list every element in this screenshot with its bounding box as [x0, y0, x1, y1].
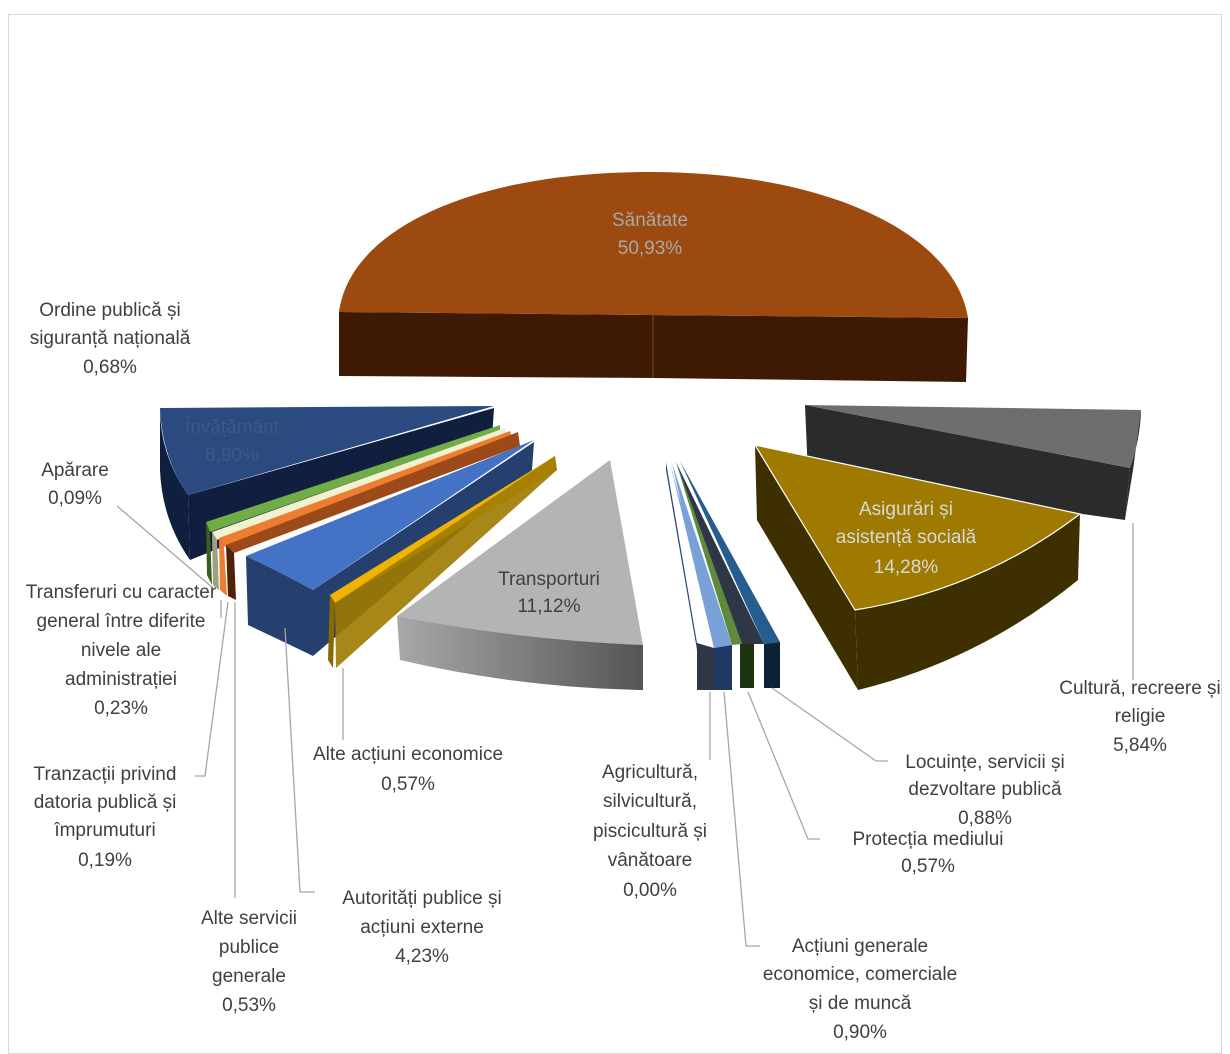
label-autoritati-line1: Autorități publice și: [342, 888, 501, 909]
label-transferuri-line3: nivele ale: [81, 640, 161, 661]
label-alteactiuni-value: 0,57%: [381, 774, 435, 795]
slice-autoritati-top: [246, 440, 534, 590]
slice-sanatate-top: [339, 172, 968, 318]
slice-band-tan[interactable]: [335, 456, 557, 668]
label-aparare-value: 0,09%: [48, 488, 102, 509]
label-alteservicii-line3: generale: [212, 966, 286, 987]
label-transferuri-line1: Transferuri cu caracter: [26, 582, 217, 603]
label-agricultura: Agricultură, silvicultură, piscicultură …: [593, 762, 707, 901]
label-cultura-line1: Cultură, recreere și: [1059, 678, 1221, 699]
label-alteactiuni-line1: Alte acțiuni economice: [313, 744, 503, 765]
label-agricultura-line1: Agricultură,: [602, 762, 698, 783]
label-tranzactii: Tranzacții privind datoria publică și îm…: [34, 764, 177, 871]
label-sanatate-name: Sănătate: [612, 210, 688, 231]
label-autoritati-line2: acțiuni externe: [360, 917, 484, 938]
leader-actiuni: [723, 691, 760, 947]
label-actiuni-line3: și de muncă: [809, 993, 912, 1014]
label-invatamant: Învățământ 8,90%: [184, 416, 280, 466]
label-sanatate: Sănătate 50,93%: [612, 210, 688, 259]
leader-aparare: [116, 505, 214, 589]
label-invatamant-value: 8,90%: [205, 445, 259, 466]
label-protectia: Protecția mediului 0,57%: [852, 829, 1003, 877]
slice-aparare[interactable]: [206, 425, 500, 585]
label-protectia-line1: Protecția mediului: [852, 829, 1003, 850]
label-transferuri-value: 0,23%: [94, 698, 148, 719]
slice-transporturi-wall: [397, 616, 643, 690]
label-transporturi: Transporturi 11,12%: [498, 569, 600, 617]
label-cultura: Cultură, recreere și religie 5,84%: [1059, 678, 1221, 756]
slice-cultura-side: [805, 405, 1130, 520]
slice-asigurari[interactable]: [753, 444, 1082, 690]
label-agricultura-line2: silvicultură,: [603, 791, 697, 812]
slice-cultura-top: [805, 405, 1141, 468]
label-transferuri-line2: general între diferite: [37, 611, 206, 632]
slice-invatamant-wall: [160, 408, 190, 560]
label-locuinte: Locuințe, servicii și dezvoltare publică…: [905, 752, 1064, 829]
label-asigurari-line2: asistență socială: [836, 527, 977, 548]
slice-transferuri[interactable]: [212, 428, 507, 590]
slice-tranzactii[interactable]: [219, 431, 512, 596]
slice-asigurari-top: [753, 444, 1082, 611]
slice-actiuni[interactable]: [672, 463, 732, 690]
label-ordine: Ordine publică și siguranță națională 0,…: [30, 300, 191, 378]
slice-locuinte[interactable]: [676, 461, 780, 688]
label-agricultura-value: 0,00%: [623, 880, 677, 901]
label-aparare: Apărare 0,09%: [41, 460, 109, 509]
slice-cultura-wall: [1125, 410, 1141, 520]
slice-alteservicii[interactable]: [226, 432, 520, 600]
label-transporturi-name: Transporturi: [498, 569, 600, 590]
label-alteservicii-line2: publice: [219, 937, 279, 958]
label-tranzactii-line3: împrumuturi: [53, 820, 155, 841]
slice-invatamant-top: [160, 406, 494, 495]
slice-protectia[interactable]: [676, 462, 754, 688]
leader-autoritati: [284, 627, 315, 893]
leader-locuinte: [771, 687, 888, 762]
label-actiuni-line1: Acțiuni generale: [792, 936, 928, 957]
label-alteservicii-line1: Alte servicii: [201, 908, 297, 929]
label-tranzactii-value: 0,19%: [78, 850, 132, 871]
label-actiuni-value: 0,90%: [833, 1022, 887, 1043]
label-alteactiuni: Alte acțiuni economice 0,57%: [313, 744, 503, 795]
label-asigurari: Asigurări și asistență socială 14,28%: [836, 499, 977, 578]
label-tranzactii-line2: datoria publică și: [34, 792, 177, 813]
slice-asigurari-side: [755, 445, 858, 690]
slice-transporturi-top: [397, 460, 643, 645]
label-alteservicii-value: 0,53%: [222, 995, 276, 1016]
label-transferuri: Transferuri cu caracter general între di…: [26, 582, 217, 719]
label-ordine-line1: Ordine publică și: [39, 300, 181, 321]
leader-tranzactii: [195, 601, 229, 777]
label-actiuni-line2: economice, comerciale: [763, 964, 957, 985]
label-protectia-value: 0,57%: [901, 856, 955, 877]
label-transferuri-line4: administrației: [65, 669, 177, 690]
label-autoritati-value: 4,23%: [395, 946, 449, 967]
label-aparare-line1: Apărare: [41, 460, 109, 481]
label-asigurari-line1: Asigurări și: [859, 499, 953, 520]
label-ordine-value: 0,68%: [83, 357, 137, 378]
label-asigurari-value: 14,28%: [874, 557, 939, 578]
label-autoritati: Autorități publice și acțiuni externe 4,…: [342, 888, 501, 967]
label-alteservicii: Alte servicii publice generale 0,53%: [201, 908, 297, 1016]
slice-cultura[interactable]: [805, 405, 1141, 520]
label-sanatate-value: 50,93%: [618, 238, 683, 259]
slice-autoritati-wall: [246, 556, 313, 656]
label-tranzactii-line1: Tranzacții privind: [34, 764, 177, 785]
slice-sanatate[interactable]: [339, 172, 968, 382]
label-cultura-line2: religie: [1115, 706, 1166, 727]
label-actiuni: Acțiuni generale economice, comerciale ș…: [763, 936, 957, 1043]
label-locuinte-line2: dezvoltare publică: [908, 779, 1062, 800]
label-agricultura-line3: piscicultură și: [593, 821, 707, 842]
label-cultura-value: 5,84%: [1113, 735, 1167, 756]
label-agricultura-line4: vânătoare: [608, 850, 693, 871]
leader-protectia: [747, 691, 820, 840]
label-transporturi-value: 11,12%: [517, 596, 580, 617]
slice-asigurari-wall: [855, 514, 1080, 690]
label-ordine-line2: siguranță națională: [30, 328, 191, 349]
label-locuinte-line1: Locuințe, servicii și: [905, 752, 1064, 773]
label-locuinte-value: 0,88%: [958, 808, 1012, 829]
label-invatamant-name: Învățământ: [184, 416, 280, 438]
slice-transporturi[interactable]: [397, 460, 643, 690]
